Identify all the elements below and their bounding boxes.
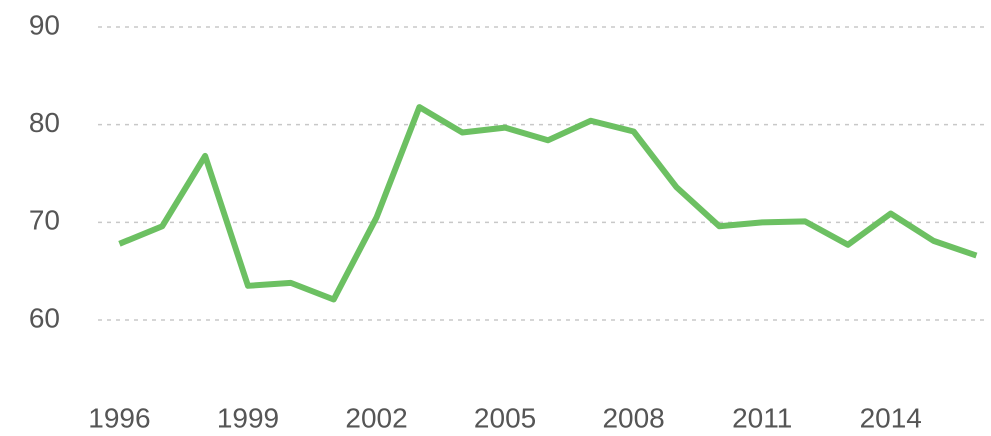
x-tick-label: 2002 xyxy=(345,402,407,433)
x-tick-label: 2014 xyxy=(860,402,922,433)
x-tick-label: 2011 xyxy=(732,402,792,433)
x-tick-label: 1996 xyxy=(88,402,150,433)
y-tick-label: 60 xyxy=(29,302,60,333)
x-tick-label: 2008 xyxy=(602,402,664,433)
x-tick-label: 2005 xyxy=(474,402,536,433)
y-tick-label: 90 xyxy=(29,9,60,40)
y-tick-label: 70 xyxy=(29,205,60,236)
x-tick-label: 1999 xyxy=(217,402,279,433)
y-tick-label: 80 xyxy=(29,107,60,138)
data-line xyxy=(118,104,978,303)
